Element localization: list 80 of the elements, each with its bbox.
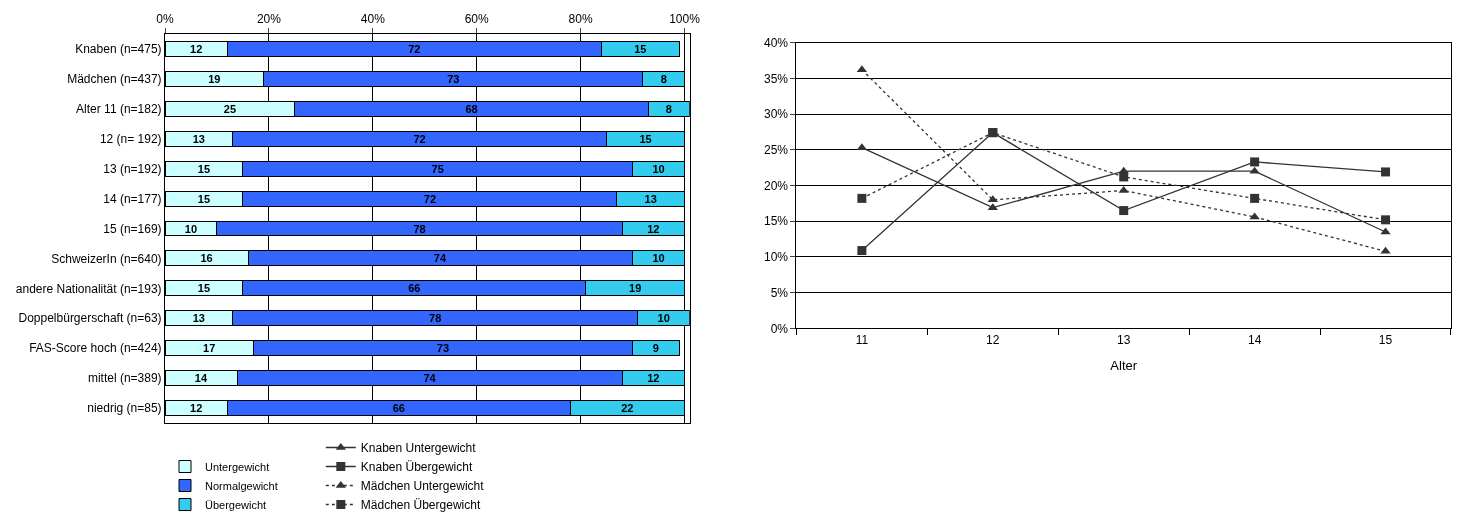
x-tick-label: 80% [568, 12, 593, 27]
y-tick-label: andere Nationalität (n=193) [15, 281, 162, 296]
data-label: 13 [192, 312, 205, 325]
data-label: 74 [423, 372, 437, 385]
y-tick-label: niedrig (n=85) [87, 401, 162, 416]
x-tick-label: 13 [1117, 332, 1131, 347]
y-tick-label: 0% [770, 321, 789, 336]
data-label: 10 [184, 222, 198, 235]
data-label: 10 [652, 162, 665, 175]
data-label: 10 [657, 312, 670, 325]
y-tick-label: Knaben (n=475) [75, 42, 162, 57]
data-label: 12 [647, 372, 660, 385]
data-label: 19 [629, 282, 642, 295]
y-tick-label: 14 (n=177) [103, 191, 162, 206]
data-label: 75 [431, 162, 444, 175]
data-label: 68 [465, 102, 478, 115]
data-label: 78 [429, 312, 442, 325]
y-tick-label: 40% [763, 35, 789, 50]
y-tick-label: 35% [763, 71, 789, 86]
y-tick-label: FAS-Score hoch (n=424) [29, 341, 162, 356]
data-label: 73 [447, 72, 460, 85]
data-label: 9 [652, 342, 659, 355]
x-tick-label: 15 [1378, 332, 1393, 347]
data-label: 12 [647, 222, 660, 235]
legend-label: Knaben Übergewicht [360, 460, 473, 475]
y-tick-label: Doppelbürgerschaft (n=63) [18, 311, 162, 326]
y-tick-label: 13 (n=192) [103, 161, 162, 176]
data-label: 15 [197, 282, 211, 295]
x-tick-label: 14 [1247, 332, 1262, 347]
y-tick-label: mittel (n=389) [87, 371, 162, 386]
data-label: 8 [665, 102, 672, 115]
x-tick-label: 20% [256, 12, 282, 27]
y-tick-label: 12 (n= 192) [99, 131, 162, 146]
x-tick-label: 100% [669, 12, 701, 27]
y-tick-label: 5% [770, 285, 789, 300]
legend-label: Normalgewicht [205, 479, 278, 492]
y-tick-label: 10% [763, 250, 789, 265]
data-label: 14 [194, 372, 208, 385]
data-label: 17 [203, 342, 216, 355]
legend-label: Mädchen Übergewicht [360, 498, 481, 513]
y-tick-label: 15 (n=169) [103, 221, 162, 236]
data-label: 66 [408, 282, 421, 295]
data-label: 12 [190, 402, 203, 415]
data-label: 78 [413, 222, 426, 235]
data-label: 10 [652, 252, 665, 265]
data-label: 15 [197, 162, 211, 175]
x-tick-label: 12 [986, 332, 1000, 347]
y-tick-label: 25% [763, 142, 789, 157]
data-label: 13 [192, 132, 205, 145]
legend-label: Untergewicht [205, 460, 270, 473]
y-tick-label: Mädchen (n=437) [67, 72, 162, 87]
data-label: 13 [644, 192, 657, 205]
legend-label: Übergewicht [205, 498, 267, 511]
y-tick-label: 15% [763, 214, 789, 229]
data-label: 15 [197, 192, 211, 205]
y-tick-label: 20% [763, 178, 789, 193]
data-label: 74 [433, 252, 447, 265]
data-label: 15 [634, 42, 647, 55]
data-label: 72 [423, 192, 437, 205]
data-label: 72 [408, 42, 421, 55]
data-label: 8 [660, 72, 667, 85]
data-label: 73 [436, 342, 450, 355]
y-tick-label: SchweizerIn (n=640) [51, 251, 162, 266]
data-label: 12 [190, 42, 203, 55]
x-tick-label: 0% [156, 12, 174, 27]
data-label: 15 [639, 132, 652, 145]
data-label: 72 [413, 132, 426, 145]
data-label: 22 [621, 402, 634, 415]
x-tick-label: 60% [464, 12, 490, 27]
y-tick-label: Alter 11 (n=182) [76, 102, 162, 117]
data-label: 25 [223, 102, 237, 115]
data-label: 16 [200, 252, 213, 265]
x-axis-title: Alter [1110, 358, 1138, 374]
data-label: 66 [392, 402, 405, 415]
x-tick-label: 11 [855, 332, 869, 347]
data-label: 19 [208, 72, 221, 85]
legend-label: Knaben Untergewicht [360, 441, 477, 456]
y-tick-label: 30% [763, 107, 789, 122]
legend-label: Mädchen Untergewicht [360, 479, 485, 494]
x-tick-label: 40% [360, 12, 386, 27]
